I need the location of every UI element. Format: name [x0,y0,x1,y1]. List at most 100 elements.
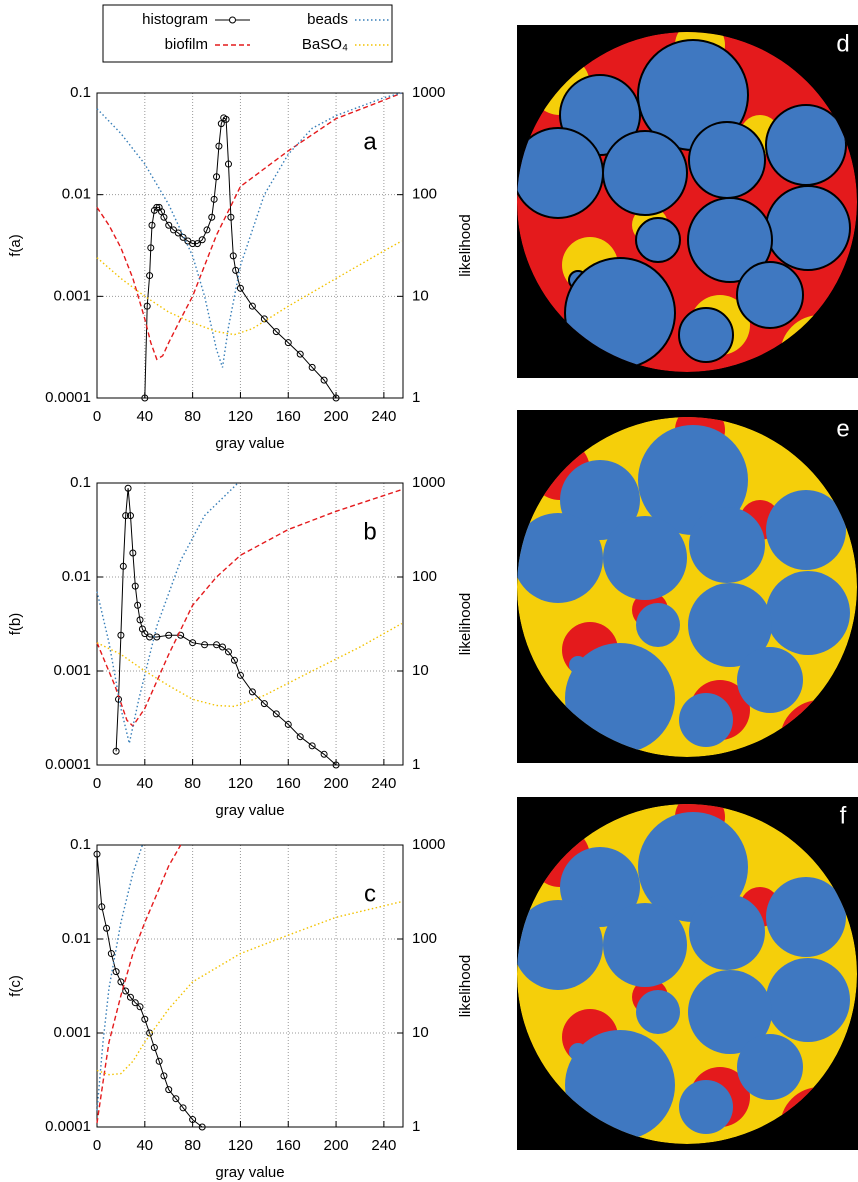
series-line [144,117,337,399]
data-point [136,616,144,624]
bead [687,197,773,283]
bead [688,970,772,1054]
bead [766,490,846,570]
series-line [96,622,403,708]
data-point [213,641,221,649]
panel-label: b [363,518,376,545]
data-point [236,671,244,679]
data-point [198,236,206,244]
y-axis-label: f(b) [7,613,24,636]
segmentation-image: e [517,410,858,763]
data-point [260,700,268,708]
data-point [146,633,154,641]
plot-frame [96,482,404,766]
plot-frame [96,844,404,1128]
data-point [98,903,106,911]
bead [689,507,765,583]
y-tick-label: 0.001 [53,287,91,304]
panel-label: d [836,30,849,57]
data-point [143,302,151,310]
x-tick-label: 240 [371,775,396,792]
y2-tick-label: 1000 [412,836,445,853]
legend-label: beads [307,11,348,28]
data-point [217,120,225,128]
bead [765,104,847,186]
x-tick-label: 160 [276,775,301,792]
data-point [103,924,111,932]
x-tick-label: 40 [136,408,153,425]
y2-tick-label: 1000 [412,474,445,491]
x-tick-label: 80 [184,1137,201,1154]
data-point [203,226,211,234]
data-point [272,328,280,336]
data-point [219,643,227,651]
data-point [232,266,240,274]
x-tick-label: 0 [93,1137,101,1154]
bead [688,121,766,199]
data-point [122,987,130,995]
data-point [172,1095,180,1103]
y2-tick-label: 100 [412,186,437,203]
y-tick-label: 0.01 [62,930,91,947]
data-point [129,549,137,557]
data-point [131,999,139,1007]
data-point [174,229,182,237]
panel-label: e [836,415,849,442]
data-point [308,742,316,750]
image-content [517,417,857,757]
data-point [222,115,230,123]
series-group [96,92,403,402]
bead [736,261,804,329]
data-point [124,484,132,492]
bead [688,583,772,667]
x-tick-label: 200 [324,408,349,425]
bead [679,1080,733,1134]
bead [765,185,851,271]
y2-tick-label: 10 [412,1024,429,1041]
data-point [320,750,328,758]
data-point [148,221,156,229]
y2-tick-label: 1 [412,1118,420,1135]
series-line [96,240,403,336]
x-tick-label: 120 [228,408,253,425]
bead [737,647,803,713]
data-point [160,213,168,221]
bead [679,693,733,747]
y-tick-label: 0.0001 [45,1118,91,1135]
data-point [284,720,292,728]
y-tick-label: 0.1 [70,836,91,853]
bead [517,900,603,990]
series-line [96,92,403,361]
data-point [198,1123,206,1131]
bead [766,571,850,655]
data-point [213,173,221,181]
data-point [146,272,154,280]
series-line [96,482,239,744]
y-axis-label: f(c) [7,975,24,997]
data-point [284,339,292,347]
data-point [165,631,173,639]
y2-axis-label: likelihood [457,593,474,656]
data-point [126,512,134,520]
data-point [320,376,328,384]
data-point [150,1044,158,1052]
y-tick-label: 0.001 [53,1024,91,1041]
y-axis-label: f(a) [7,234,24,257]
data-point [215,142,223,150]
data-point [193,240,201,248]
x-tick-label: 240 [371,408,396,425]
y-tick-label: 0.01 [62,568,91,585]
data-point [170,226,177,234]
data-point [117,978,125,986]
data-point [107,950,115,958]
bead [678,307,734,363]
bead [636,603,680,647]
x-tick-label: 160 [276,1137,301,1154]
bead [689,894,765,970]
data-point [296,350,304,358]
x-axis-label: gray value [215,435,284,452]
data-point [230,656,238,664]
data-point [119,562,127,570]
image-content [517,32,857,372]
